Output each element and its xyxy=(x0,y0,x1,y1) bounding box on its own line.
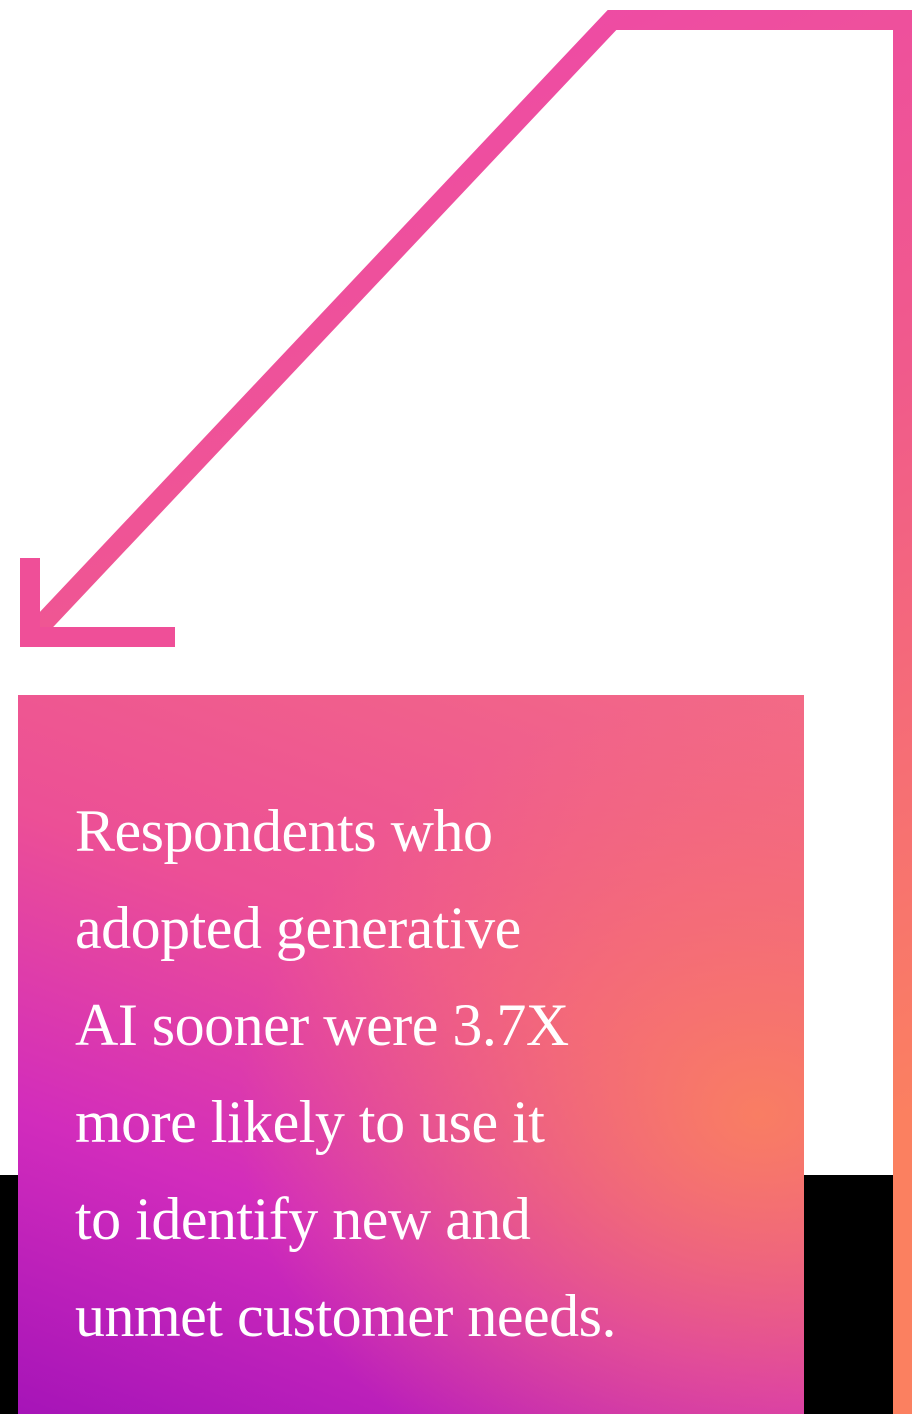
text-line: unmet customer needs. xyxy=(75,1283,617,1349)
text-line: more likely to use it xyxy=(75,1089,545,1155)
text-line: adopted generative xyxy=(75,895,521,961)
text-line: to identify new and xyxy=(75,1186,531,1252)
text-line: Respondents who xyxy=(75,798,493,864)
stat-text: Respondents who adopted generative AI soon… xyxy=(75,783,617,1365)
arrow-head xyxy=(20,558,175,647)
text-line: AI sooner were 3.7X xyxy=(75,992,569,1058)
arrow-line xyxy=(22,10,912,1414)
stat-card: Respondents who adopted generative AI soon… xyxy=(18,695,804,1414)
